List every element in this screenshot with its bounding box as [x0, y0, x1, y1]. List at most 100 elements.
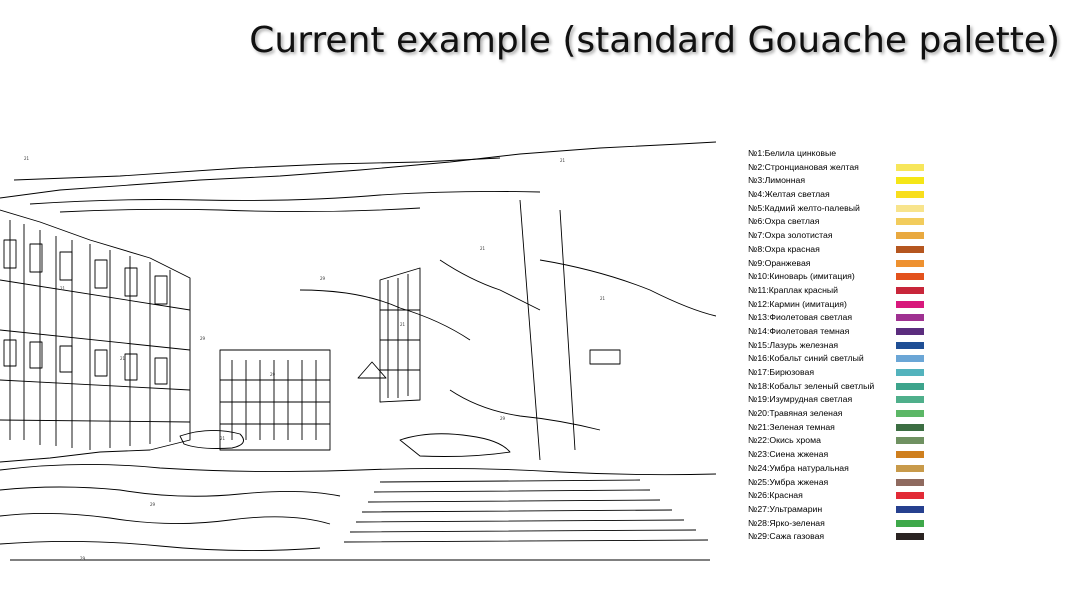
color-swatch	[896, 341, 924, 349]
color-swatch	[896, 300, 924, 308]
color-swatch	[896, 369, 924, 376]
slide-title: Current example (standard Gouache palett…	[249, 20, 1060, 61]
palette-label: №18:Кобальт зеленый светлый	[748, 380, 875, 391]
region-number: 21	[120, 356, 126, 361]
palette-label: №13:Фиолетовая светлая	[748, 312, 853, 323]
region-number: 21	[600, 296, 606, 301]
region-number: 29	[320, 276, 326, 281]
color-swatch	[896, 327, 924, 335]
palette-item: №28:Ярко-зеленая	[748, 517, 928, 531]
palette-item: №11:Краплак красный	[748, 284, 928, 298]
region-number: 29	[80, 556, 86, 561]
palette-item: №6:Охра светлая	[748, 215, 928, 229]
palette-label: №2:Стронциановая желтая	[748, 161, 859, 172]
palette-item: №23:Сиена жженая	[748, 448, 928, 462]
palette-item: №19:Изумрудная светлая	[748, 393, 928, 407]
region-number: 21	[560, 158, 566, 163]
palette-label: №12:Кармин (имитация)	[748, 298, 847, 309]
palette-label: №9:Оранжевая	[748, 257, 811, 268]
region-number: 29	[150, 502, 156, 507]
palette-label: №20:Травяная зеленая	[748, 408, 843, 419]
palette-label: №3:Лимонная	[748, 175, 806, 186]
color-swatch	[896, 245, 924, 253]
color-swatch	[896, 437, 924, 445]
color-swatch	[896, 492, 924, 500]
palette-item: №9:Оранжевая	[748, 257, 928, 271]
color-swatch	[896, 410, 924, 418]
palette-label: №5:Кадмий желто-палевый	[748, 202, 860, 213]
palette-label: №28:Ярко-зеленая	[748, 517, 825, 528]
paint-by-numbers-street-outline: 21 21 21 21 29 29 29 21 21 21 29 21 29 2…	[0, 141, 716, 561]
region-number: 21	[220, 436, 226, 441]
color-swatch	[896, 163, 924, 171]
palette-item: №20:Травяная зеленая	[748, 407, 928, 421]
palette-label: №23:Сиена жженая	[748, 449, 829, 460]
palette-label: №24:Умбра натуральная	[748, 462, 849, 473]
region-number: 29	[500, 416, 506, 421]
palette-item: №17:Бирюзовая	[748, 366, 928, 380]
color-swatch	[896, 273, 924, 281]
color-swatch	[896, 423, 924, 431]
palette-label: №29:Сажа газовая	[748, 531, 825, 542]
palette-label: №26:Красная	[748, 490, 803, 501]
palette-item: №21:Зеленая темная	[748, 421, 928, 435]
color-swatch	[896, 533, 924, 541]
palette-item: №12:Кармин (имитация)	[748, 298, 928, 312]
region-number: 21	[60, 286, 66, 291]
palette-item: №29:Сажа газовая	[748, 530, 928, 544]
color-swatch	[896, 191, 924, 199]
palette-label: №19:Изумрудная светлая	[748, 394, 853, 405]
color-swatch	[896, 232, 924, 240]
palette-label: №22:Окись хрома	[748, 435, 821, 446]
palette-label: №17:Бирюзовая	[748, 367, 815, 377]
palette-label: №10:Киноварь (имитация)	[748, 271, 855, 282]
palette-label: №25:Умбра жженая	[748, 476, 829, 487]
color-swatch	[896, 204, 924, 212]
palette-label: №8:Охра красная	[748, 243, 820, 254]
palette-label: №16:Кобальт синий светлый	[748, 353, 864, 364]
region-number: 29	[200, 336, 206, 341]
region-number: 29	[270, 372, 276, 377]
coloring-sheet: 21 21 21 21 29 29 29 21 21 21 29 21 29 2…	[0, 140, 716, 564]
color-swatch	[896, 177, 924, 185]
color-swatch	[896, 382, 924, 390]
palette-item: №25:Умбра жженая	[748, 476, 928, 490]
region-number: 21	[480, 246, 486, 251]
color-swatch	[896, 259, 924, 267]
palette-item: №26:Красная	[748, 489, 928, 503]
region-number: 21	[24, 156, 30, 161]
color-swatch	[896, 451, 924, 459]
palette-item: №5:Кадмий желто-палевый	[748, 202, 928, 216]
palette-item: №13:Фиолетовая светлая	[748, 311, 928, 325]
palette-item: №7:Охра золотистая	[748, 229, 928, 243]
palette-item: №1:Белила цинковые	[748, 147, 928, 161]
region-number: 21	[400, 322, 406, 327]
palette-label: №14:Фиолетовая темная	[748, 325, 850, 336]
palette-label: №21:Зеленая темная	[748, 421, 835, 432]
color-swatch	[896, 218, 924, 226]
palette-item: №3:Лимонная	[748, 174, 928, 188]
palette-item: №4:Желтая светлая	[748, 188, 928, 202]
color-swatch	[896, 464, 924, 472]
palette-item: №15:Лазурь железная	[748, 339, 928, 353]
palette-label: №1:Белила цинковые	[748, 148, 837, 158]
color-swatch	[896, 505, 924, 513]
palette-legend: №1:Белила цинковые №2:Стронциановая желт…	[748, 147, 928, 544]
color-swatch	[896, 314, 924, 322]
palette-label: №27:Ультрамарин	[748, 503, 823, 514]
palette-item: №14:Фиолетовая темная	[748, 325, 928, 339]
palette-label: №4:Желтая светлая	[748, 189, 830, 200]
palette-item: №10:Киноварь (имитация)	[748, 270, 928, 284]
color-swatch	[896, 478, 924, 486]
color-swatch	[896, 150, 924, 157]
color-swatch	[896, 355, 924, 363]
color-swatch	[896, 286, 924, 294]
palette-label: №7:Охра золотистая	[748, 230, 833, 241]
palette-label: №15:Лазурь железная	[748, 339, 839, 350]
palette-item: №27:Ультрамарин	[748, 503, 928, 517]
palette-item: №24:Умбра натуральная	[748, 462, 928, 476]
palette-item: №22:Окись хрома	[748, 434, 928, 448]
palette-item: №8:Охра красная	[748, 243, 928, 257]
palette-item: №16:Кобальт синий светлый	[748, 352, 928, 366]
palette-item: №18:Кобальт зеленый светлый	[748, 380, 928, 394]
